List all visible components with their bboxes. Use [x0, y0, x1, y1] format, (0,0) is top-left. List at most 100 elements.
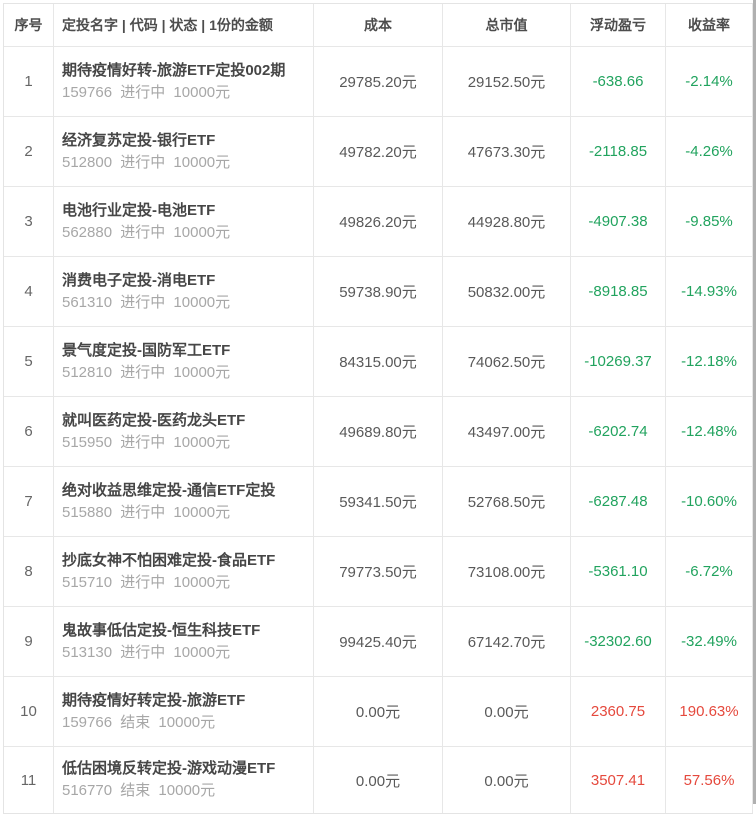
cost-cell: 0.00元	[314, 677, 443, 746]
cost-cell: 84315.00元	[314, 327, 443, 396]
row-index: 8	[4, 537, 54, 606]
plan-name-cell: 绝对收益思维定投-通信ETF定投 515880 进行中 10000元	[54, 467, 314, 536]
column-header-index: 序号	[4, 4, 54, 46]
column-header-return: 收益率	[666, 4, 753, 46]
plan-name: 鬼故事低估定投-恒生科技ETF	[62, 621, 261, 639]
pnl-cell: -32302.60	[571, 607, 666, 676]
table-row: 2 经济复苏定投-银行ETF 512800 进行中 10000元 49782.2…	[4, 116, 753, 186]
plan-status: 进行中	[120, 153, 166, 171]
market-value-cell: 73108.00元	[443, 537, 571, 606]
cost-cell: 59341.50元	[314, 467, 443, 536]
plan-name: 电池行业定投-电池ETF	[62, 201, 216, 219]
market-value-cell: 47673.30元	[443, 117, 571, 186]
table-row: 8 抄底女神不怕困难定投-食品ETF 515710 进行中 10000元 797…	[4, 536, 753, 606]
pnl-cell: -6287.48	[571, 467, 666, 536]
plan-meta: 562880 进行中 10000元	[62, 223, 231, 241]
plan-meta: 159766 进行中 10000元	[62, 83, 231, 101]
plan-meta: 515950 进行中 10000元	[62, 433, 230, 451]
table-row: 1 期待疫情好转-旅游ETF定投002期 159766 进行中 10000元 2…	[4, 46, 753, 116]
table-row: 10 期待疫情好转定投-旅游ETF 159766 结束 10000元 0.00元…	[4, 676, 753, 746]
cost-cell: 59738.90元	[314, 257, 443, 326]
return-cell: -2.14%	[666, 47, 753, 116]
plan-unit-amount: 10000元	[173, 503, 231, 521]
table-body: 1 期待疫情好转-旅游ETF定投002期 159766 进行中 10000元 2…	[4, 46, 753, 813]
return-cell: -4.26%	[666, 117, 753, 186]
pnl-cell: 2360.75	[571, 677, 666, 746]
plan-name-cell: 消费电子定投-消电ETF 561310 进行中 10000元	[54, 257, 314, 326]
pnl-cell: -638.66	[571, 47, 666, 116]
plan-meta: 513130 进行中 10000元	[62, 643, 230, 661]
plan-name-cell: 电池行业定投-电池ETF 562880 进行中 10000元	[54, 187, 314, 256]
plan-code: 515880	[62, 503, 113, 521]
plan-status: 结束	[120, 782, 151, 799]
cost-cell: 49782.20元	[314, 117, 443, 186]
table-row: 3 电池行业定投-电池ETF 562880 进行中 10000元 49826.2…	[4, 186, 753, 256]
plan-code: 513130	[62, 643, 113, 661]
cost-cell: 29785.20元	[314, 47, 443, 116]
return-cell: -12.48%	[666, 397, 753, 466]
market-value-cell: 52768.50元	[443, 467, 571, 536]
row-index: 3	[4, 187, 54, 256]
plan-status: 进行中	[120, 363, 166, 381]
plan-status: 进行中	[120, 293, 166, 311]
table-row: 9 鬼故事低估定投-恒生科技ETF 513130 进行中 10000元 9942…	[4, 606, 753, 676]
plan-code: 159766	[62, 83, 113, 101]
plan-unit-amount: 10000元	[173, 223, 231, 241]
return-cell: -12.18%	[666, 327, 753, 396]
plan-status: 进行中	[120, 643, 166, 661]
plan-meta: 515710 进行中 10000元	[62, 573, 231, 591]
pnl-cell: -8918.85	[571, 257, 666, 326]
pnl-cell: -2118.85	[571, 117, 666, 186]
cost-cell: 0.00元	[314, 747, 443, 813]
plan-name-cell: 景气度定投-国防军工ETF 512810 进行中 10000元	[54, 327, 314, 396]
market-value-cell: 43497.00元	[443, 397, 571, 466]
cost-cell: 49826.20元	[314, 187, 443, 256]
plan-name: 景气度定投-国防军工ETF	[62, 341, 231, 359]
table-row: 7 绝对收益思维定投-通信ETF定投 515880 进行中 10000元 593…	[4, 466, 753, 536]
return-cell: 57.56%	[666, 747, 753, 813]
plan-unit-amount: 10000元	[173, 83, 231, 101]
table-row: 6 就叫医药定投-医药龙头ETF 515950 进行中 10000元 49689…	[4, 396, 753, 466]
plan-unit-amount: 10000元	[173, 573, 231, 591]
row-index: 6	[4, 397, 54, 466]
scrollbar[interactable]	[753, 0, 756, 804]
column-header-pnl: 浮动盈亏	[571, 4, 666, 46]
table-row: 5 景气度定投-国防军工ETF 512810 进行中 10000元 84315.…	[4, 326, 753, 396]
plan-code: 512810	[62, 363, 113, 381]
column-header-name: 定投名字 | 代码 | 状态 | 1份的金额	[54, 4, 314, 46]
row-index: 4	[4, 257, 54, 326]
plan-name-cell: 经济复苏定投-银行ETF 512800 进行中 10000元	[54, 117, 314, 186]
return-cell: -6.72%	[666, 537, 753, 606]
plan-meta: 159766 结束 10000元	[62, 713, 216, 731]
plan-status: 进行中	[120, 433, 166, 451]
column-header-market-value: 总市值	[443, 4, 571, 46]
table-row: 4 消费电子定投-消电ETF 561310 进行中 10000元 59738.9…	[4, 256, 753, 326]
plan-code: 512800	[62, 153, 113, 171]
return-cell: -32.49%	[666, 607, 753, 676]
plan-name-cell: 期待疫情好转-旅游ETF定投002期 159766 进行中 10000元	[54, 47, 314, 116]
plan-meta: 561310 进行中 10000元	[62, 293, 230, 311]
plan-status: 进行中	[120, 503, 166, 521]
table-row: 11 低估困境反转定投-游戏动漫ETF 516770 结束 10000元 0.0…	[4, 746, 753, 813]
pnl-cell: -4907.38	[571, 187, 666, 256]
cost-cell: 99425.40元	[314, 607, 443, 676]
plan-meta: 515880 进行中 10000元	[62, 503, 231, 521]
pnl-cell: -6202.74	[571, 397, 666, 466]
market-value-cell: 74062.50元	[443, 327, 571, 396]
plan-code: 562880	[62, 223, 113, 241]
pnl-cell: 3507.41	[571, 747, 666, 813]
plan-unit-amount: 10000元	[158, 713, 216, 731]
cost-cell: 49689.80元	[314, 397, 443, 466]
market-value-cell: 0.00元	[443, 747, 571, 813]
market-value-cell: 29152.50元	[443, 47, 571, 116]
return-cell: -9.85%	[666, 187, 753, 256]
return-cell: -10.60%	[666, 467, 753, 536]
plan-name: 抄底女神不怕困难定投-食品ETF	[62, 551, 276, 569]
return-cell: 190.63%	[666, 677, 753, 746]
plan-name-cell: 抄底女神不怕困难定投-食品ETF 515710 进行中 10000元	[54, 537, 314, 606]
plan-unit-amount: 10000元	[158, 782, 216, 799]
row-index: 9	[4, 607, 54, 676]
pnl-cell: -10269.37	[571, 327, 666, 396]
auto-invest-table: 序号 定投名字 | 代码 | 状态 | 1份的金额 成本 总市值 浮动盈亏 收益…	[3, 3, 753, 814]
